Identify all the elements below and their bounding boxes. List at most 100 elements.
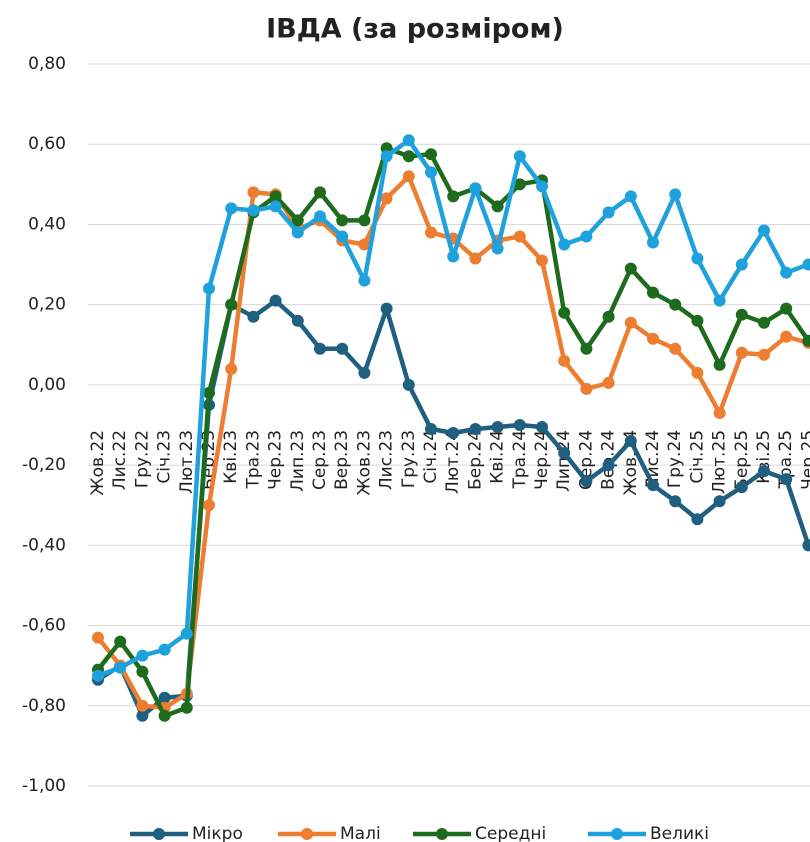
x-tick-label: Січ.23 [155, 430, 175, 484]
x-tick-label: Бер.25 [732, 430, 752, 490]
data-point [513, 178, 526, 191]
data-point [358, 366, 371, 379]
data-point [114, 635, 127, 648]
x-tick-label: Лют.23 [177, 430, 197, 494]
legend-item: Мікро [130, 824, 243, 842]
y-tick-label: 0,00 [28, 375, 66, 395]
data-point [602, 376, 615, 389]
data-point [602, 310, 615, 323]
data-point [225, 202, 238, 215]
data-point [358, 274, 371, 287]
data-point [713, 406, 726, 419]
data-point [225, 298, 238, 311]
data-point [624, 316, 637, 329]
legend-item: Великі [588, 824, 709, 842]
data-point [136, 665, 149, 678]
data-point [447, 250, 460, 263]
data-point [269, 200, 282, 213]
data-point [380, 150, 393, 163]
y-tick-label: -0,60 [22, 616, 66, 636]
data-point [691, 513, 704, 526]
x-tick-label: Жов.22 [88, 430, 108, 496]
data-point [647, 236, 659, 249]
data-point [402, 134, 415, 147]
x-tick-label: Гру.22 [132, 430, 152, 488]
data-point [536, 421, 548, 434]
data-point [336, 230, 349, 243]
data-point [735, 308, 748, 321]
data-point [136, 649, 149, 662]
data-point [225, 362, 238, 375]
data-point [158, 709, 171, 722]
data-point [158, 691, 171, 704]
data-point [180, 701, 193, 714]
data-point [402, 150, 415, 163]
data-point [247, 310, 260, 323]
data-point [713, 495, 726, 508]
legend-item: Малі [278, 824, 381, 842]
data-point [669, 342, 682, 355]
x-tick-label: Тра.25 [776, 430, 796, 490]
x-tick-label: Чер.25 [798, 430, 810, 490]
data-point [558, 306, 571, 319]
data-point [735, 258, 748, 271]
data-point [780, 302, 793, 315]
x-tick-label: Лис.23 [377, 430, 397, 490]
data-point [558, 447, 571, 460]
x-tick-label: Вер.23 [332, 430, 352, 490]
data-point [380, 192, 393, 205]
x-tick-label: Гру.24 [665, 430, 685, 488]
data-point [735, 346, 748, 359]
data-point [114, 661, 127, 674]
data-point [802, 539, 810, 552]
x-tick-label: Кві.23 [221, 430, 241, 484]
data-point [380, 302, 393, 315]
data-point [669, 188, 682, 201]
data-point [780, 266, 793, 279]
data-point [558, 238, 571, 251]
data-point [158, 643, 171, 656]
x-tick-label: Бер.24 [465, 430, 485, 490]
data-point [580, 342, 593, 355]
data-point [669, 495, 682, 508]
data-point [203, 499, 215, 512]
x-tick-label: Лют.25 [710, 430, 730, 494]
data-point [513, 419, 526, 431]
data-point [425, 226, 437, 239]
y-tick-label: -1,00 [22, 776, 66, 796]
data-point [713, 358, 726, 371]
data-point [269, 190, 282, 203]
data-point [669, 298, 682, 311]
data-point [291, 226, 304, 239]
data-point [647, 332, 659, 345]
data-point [92, 631, 104, 644]
data-point [425, 148, 437, 161]
x-tick-label: Січ.24 [421, 430, 441, 484]
data-point [469, 182, 482, 195]
data-point [536, 254, 548, 267]
data-point [491, 421, 504, 434]
data-point [758, 224, 770, 237]
data-point [314, 210, 326, 223]
data-point [691, 252, 704, 265]
data-point [402, 378, 415, 391]
y-tick-label: 0,80 [28, 54, 66, 74]
x-tick-label: Кві.24 [488, 430, 508, 484]
data-point [691, 366, 704, 379]
data-point [92, 669, 104, 682]
data-point [735, 481, 748, 494]
data-point [758, 465, 770, 478]
data-point [291, 214, 304, 227]
data-point [780, 473, 793, 486]
data-point [580, 230, 593, 243]
data-point [536, 180, 548, 193]
data-point [358, 214, 371, 227]
data-point [513, 150, 526, 163]
x-tick-label: Лют.24 [443, 430, 463, 494]
x-tick-label: Чер.23 [266, 430, 286, 490]
data-point [802, 258, 810, 271]
data-point [647, 479, 659, 492]
data-point [336, 342, 349, 355]
legend-item: Середні [413, 824, 546, 842]
data-point [602, 459, 615, 472]
